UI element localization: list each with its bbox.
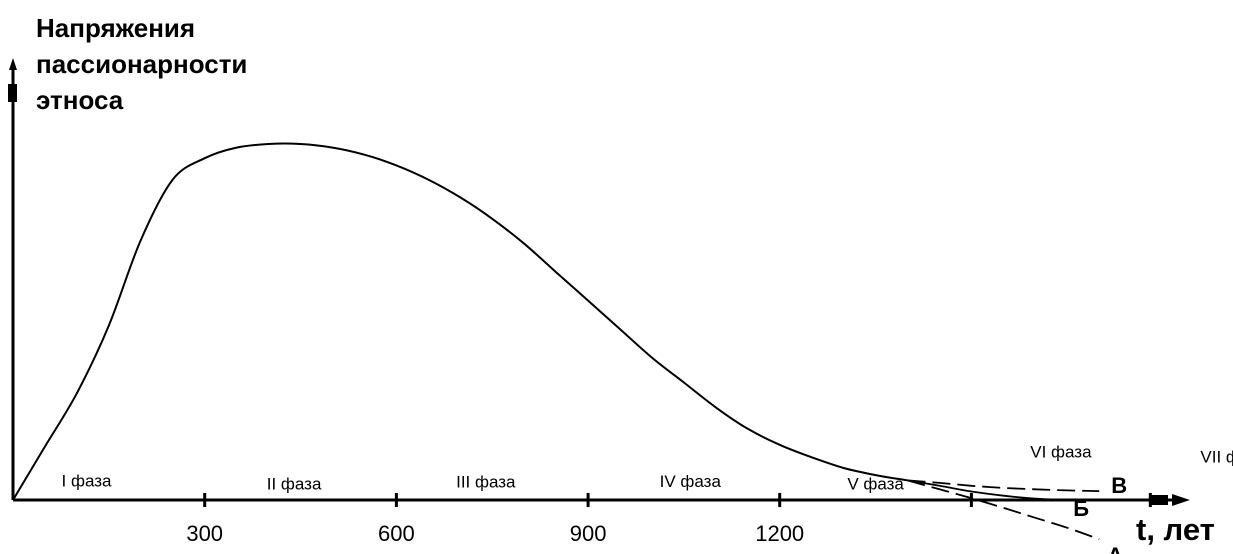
labels-layer: ВБ А 300 600 900 1200 I фаза II фаза III фаза IV … — [62, 442, 1233, 554]
y-axis-arrowhead — [9, 58, 17, 70]
phase-label-7: VII фаза — [1200, 448, 1233, 467]
y-axis-title: Напряжения пассионарности этноса — [36, 10, 247, 118]
x-axis-arrowhead — [1172, 494, 1190, 506]
branch-label-3: А — [1107, 543, 1123, 554]
phase-label-5: V фаза — [847, 474, 904, 493]
x-axis-title: t, лет — [1136, 512, 1215, 547]
y-axis-title-line-3: этноса — [36, 85, 124, 115]
passionarity-curve — [12, 142, 908, 501]
branch-curve-1 — [907, 479, 1100, 492]
phase-label-2: II фаза — [267, 474, 322, 493]
y-axis-marker — [8, 84, 17, 102]
y-axis-title-line-2: пассионарности — [36, 49, 248, 79]
branch-label-2: Б — [1073, 496, 1089, 521]
x-tick-label-1: 300 — [186, 521, 223, 546]
branch-curve-2 — [907, 479, 1068, 501]
ticks-layer — [203, 493, 1152, 507]
phase-label-6: VI фаза — [1030, 442, 1092, 461]
branch-label-1: В — [1111, 473, 1127, 498]
x-tick-label-3: 900 — [570, 521, 607, 546]
phase-label-1: I фаза — [62, 472, 112, 491]
phase-label-4: IV фаза — [660, 472, 722, 491]
branch-curve-3 — [907, 479, 1100, 541]
series-layer — [12, 142, 1100, 541]
x-tick-label-2: 600 — [378, 521, 415, 546]
phase-label-3: III фаза — [456, 473, 516, 492]
x-tick-label-4: 1200 — [755, 521, 804, 546]
y-axis-title-line-1: Напряжения — [36, 13, 196, 43]
x-axis-marker — [1150, 495, 1168, 505]
axes — [8, 58, 1190, 506]
